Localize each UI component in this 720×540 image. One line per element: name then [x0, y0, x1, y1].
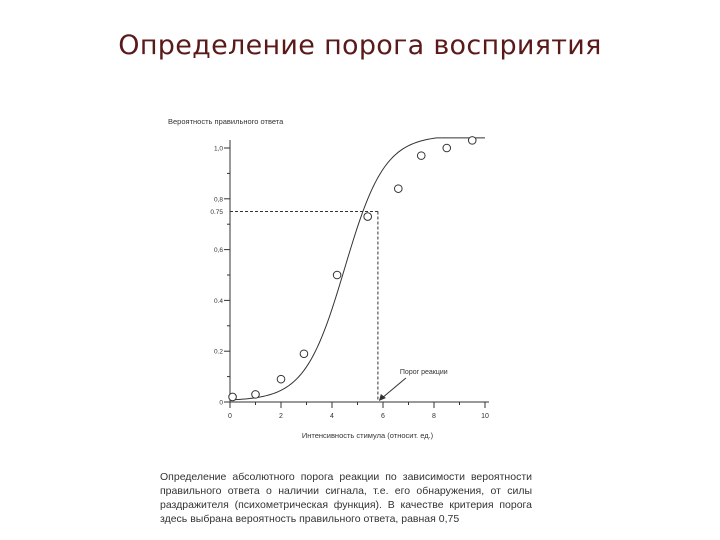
data-point [276, 374, 286, 384]
y-tick-label: 0 [219, 400, 223, 407]
y-tick-label: 1,0 [214, 146, 223, 153]
x-tick-label: 8 [432, 413, 436, 420]
y-tick-label: 0,6 [214, 247, 223, 254]
data-points [228, 136, 477, 402]
data-point [442, 143, 452, 153]
chart-svg: 0 2 4 6 8 10 0 0.2 0.4 0,6 0.75 0,8 1,0 Порог реакци… [168, 117, 489, 440]
data-point [332, 270, 342, 280]
x-tick-label: 6 [381, 413, 385, 420]
x-tick-label: 4 [330, 413, 334, 420]
data-point [228, 392, 237, 402]
y-axis-title: Вероятность правильного ответа [168, 117, 284, 126]
x-tick-label: 0 [228, 413, 232, 420]
chart-labels: Порог реакции Вероятность правильного отв… [168, 117, 448, 440]
y-tick-label: 0,8 [214, 196, 223, 203]
fit-curve-group [229, 137, 485, 401]
threshold-arrow-line [380, 377, 407, 400]
figure-caption: Определение абсолютного порога реакции п… [160, 471, 532, 525]
data-point [363, 212, 372, 221]
psychometric-chart: 0 2 4 6 8 10 0 0.2 0.4 0,6 0.75 0,8 1,0 Порог реакци… [150, 110, 550, 445]
x-tick-label: 10 [481, 413, 489, 420]
threshold-label: Порог реакции [400, 369, 448, 376]
y-tick-label: 0.2 [214, 349, 223, 356]
slide-title: Определение порога восприятия [118, 30, 602, 61]
y-tick-label: 0.75 [210, 209, 223, 216]
x-axis-title: Интенсивность стимула (относит. ед.) [302, 431, 434, 440]
threshold-guides [230, 211, 379, 402]
y-tick-label: 0.4 [214, 298, 223, 305]
data-point [416, 151, 426, 160]
chart-ticks: 0 2 4 6 8 10 0 0.2 0.4 0,6 0.75 0,8 1,0 [210, 146, 489, 421]
x-tick-label: 2 [279, 413, 283, 420]
threshold-arrowhead [378, 394, 386, 401]
data-point [467, 136, 477, 145]
fit-curve [229, 137, 485, 401]
data-point [394, 184, 403, 193]
data-point [299, 349, 309, 359]
chart-axes [229, 140, 489, 403]
data-point [251, 390, 260, 399]
